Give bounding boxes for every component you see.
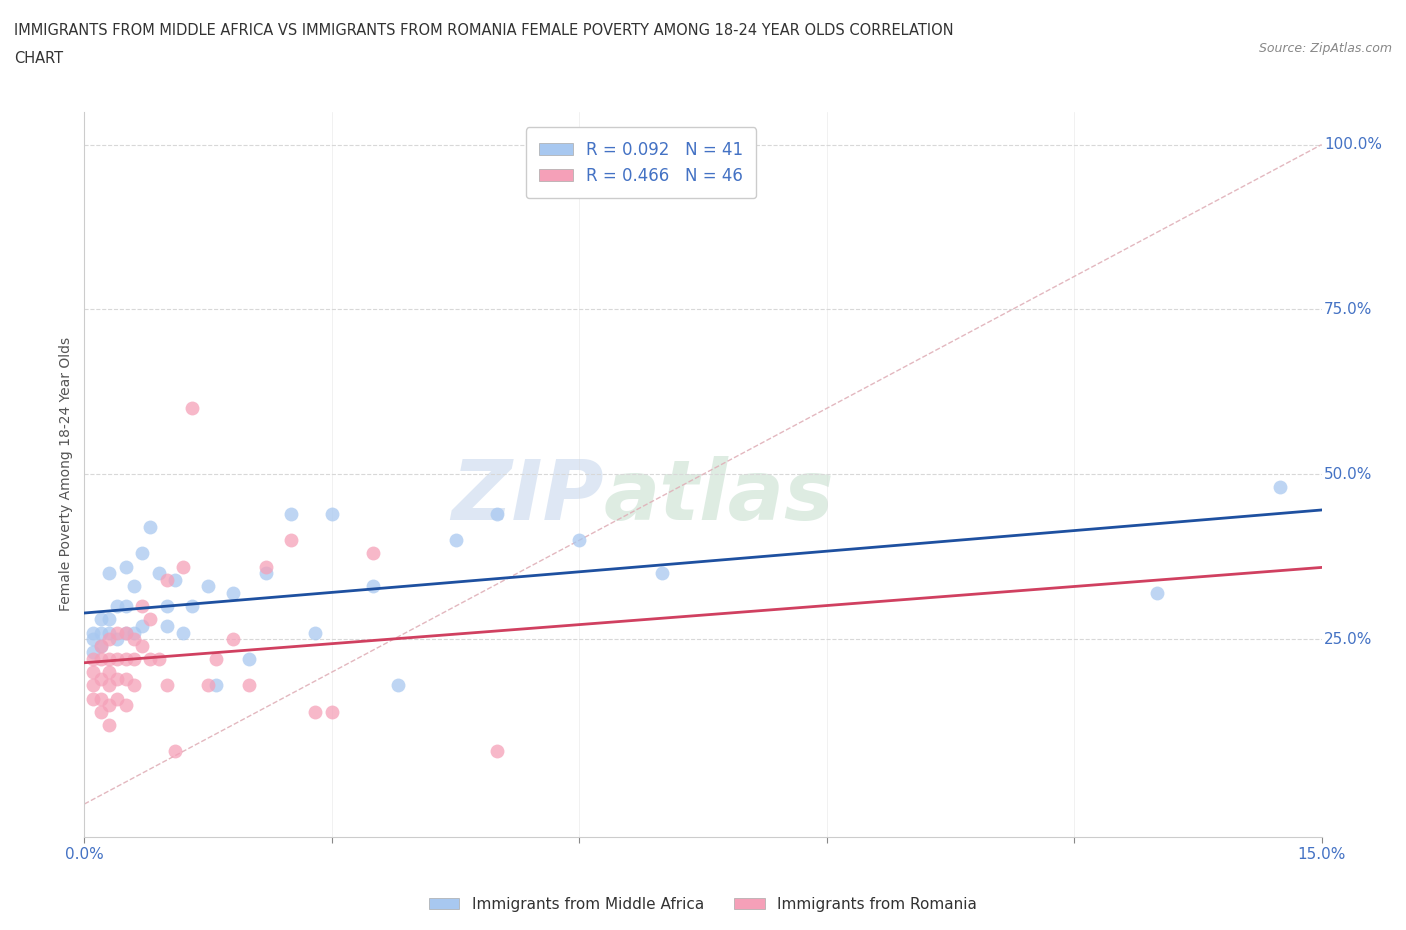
Point: [651, 565, 673, 580]
Point: [90, 671, 112, 686]
Point: [122, 579, 145, 594]
Point: [90, 638, 112, 653]
Point: [485, 507, 508, 522]
Point: [114, 599, 136, 614]
Point: [139, 520, 162, 535]
Point: [361, 546, 384, 561]
Point: [156, 572, 179, 587]
Point: [98, 565, 121, 580]
Point: [1270, 480, 1292, 495]
Point: [105, 652, 128, 667]
Text: 100.0%: 100.0%: [1324, 137, 1382, 153]
Point: [165, 572, 187, 587]
Point: [105, 625, 128, 640]
Text: Source: ZipAtlas.com: Source: ZipAtlas.com: [1258, 42, 1392, 55]
Point: [222, 586, 245, 601]
Point: [131, 546, 153, 561]
Point: [90, 652, 112, 667]
Point: [90, 612, 112, 627]
Point: [122, 678, 145, 693]
Text: 25.0%: 25.0%: [1324, 631, 1372, 646]
Point: [98, 612, 121, 627]
Point: [90, 625, 112, 640]
Text: 50.0%: 50.0%: [1324, 467, 1372, 482]
Point: [156, 599, 179, 614]
Point: [114, 625, 136, 640]
Point: [90, 638, 112, 653]
Point: [156, 618, 179, 633]
Y-axis label: Female Poverty Among 18-24 Year Olds: Female Poverty Among 18-24 Year Olds: [59, 338, 73, 611]
Point: [197, 678, 219, 693]
Point: [321, 507, 343, 522]
Point: [131, 638, 153, 653]
Point: [122, 625, 145, 640]
Point: [197, 579, 219, 594]
Point: [114, 625, 136, 640]
Point: [304, 625, 326, 640]
Point: [139, 612, 162, 627]
Point: [387, 678, 409, 693]
Point: [114, 698, 136, 712]
Point: [90, 691, 112, 706]
Text: atlas: atlas: [605, 456, 835, 537]
Point: [180, 401, 202, 416]
Point: [131, 599, 153, 614]
Point: [82, 631, 104, 646]
Point: [98, 631, 121, 646]
Text: IMMIGRANTS FROM MIDDLE AFRICA VS IMMIGRANTS FROM ROMANIA FEMALE POVERTY AMONG 18: IMMIGRANTS FROM MIDDLE AFRICA VS IMMIGRA…: [14, 23, 953, 38]
Point: [82, 691, 104, 706]
Point: [105, 631, 128, 646]
Point: [82, 652, 104, 667]
Text: 75.0%: 75.0%: [1324, 302, 1372, 317]
Point: [131, 618, 153, 633]
Point: [82, 678, 104, 693]
Point: [280, 507, 302, 522]
Point: [1146, 586, 1168, 601]
Point: [222, 631, 245, 646]
Point: [122, 652, 145, 667]
Point: [205, 678, 228, 693]
Point: [122, 631, 145, 646]
Point: [105, 599, 128, 614]
Point: [90, 704, 112, 719]
Point: [172, 625, 194, 640]
Point: [82, 644, 104, 659]
Point: [148, 565, 170, 580]
Point: [165, 744, 187, 759]
Point: [114, 559, 136, 574]
Point: [98, 698, 121, 712]
Point: [105, 691, 128, 706]
Point: [254, 559, 277, 574]
Point: [205, 652, 228, 667]
Point: [139, 652, 162, 667]
Point: [114, 671, 136, 686]
Point: [361, 579, 384, 594]
Point: [82, 665, 104, 680]
Point: [156, 678, 179, 693]
Point: [148, 652, 170, 667]
Text: CHART: CHART: [14, 51, 63, 66]
Point: [98, 717, 121, 732]
Point: [304, 704, 326, 719]
Point: [321, 704, 343, 719]
Point: [485, 744, 508, 759]
Point: [98, 678, 121, 693]
Point: [444, 533, 467, 548]
Point: [82, 625, 104, 640]
Point: [280, 533, 302, 548]
Point: [172, 559, 194, 574]
Point: [238, 652, 260, 667]
Point: [180, 599, 202, 614]
Point: [105, 671, 128, 686]
Point: [254, 565, 277, 580]
Point: [98, 625, 121, 640]
Legend: R = 0.092   N = 41, R = 0.466   N = 46: R = 0.092 N = 41, R = 0.466 N = 46: [526, 127, 756, 198]
Point: [568, 533, 591, 548]
Text: ZIP: ZIP: [451, 456, 605, 537]
Point: [98, 652, 121, 667]
Legend: Immigrants from Middle Africa, Immigrants from Romania: Immigrants from Middle Africa, Immigrant…: [423, 891, 983, 918]
Point: [114, 652, 136, 667]
Point: [98, 665, 121, 680]
Point: [238, 678, 260, 693]
